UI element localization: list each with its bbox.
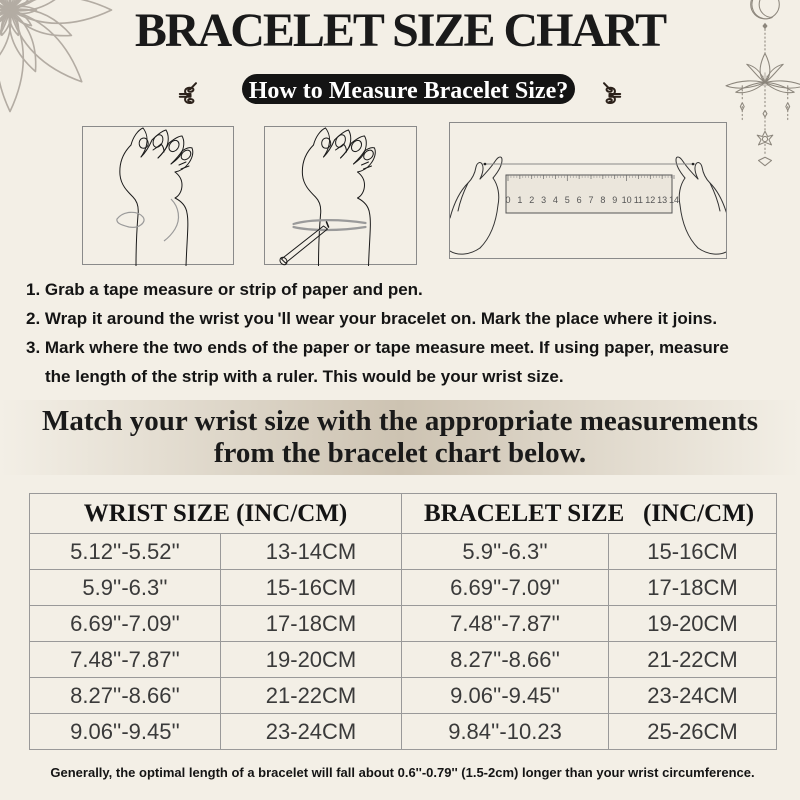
svg-text:9: 9 bbox=[612, 195, 617, 205]
svg-text:2: 2 bbox=[529, 195, 534, 205]
svg-text:0: 0 bbox=[505, 195, 510, 205]
svg-text:1: 1 bbox=[517, 195, 522, 205]
svg-text:5: 5 bbox=[565, 195, 570, 205]
svg-text:3: 3 bbox=[541, 195, 546, 205]
svg-text:11: 11 bbox=[634, 195, 643, 205]
svg-text:13: 13 bbox=[657, 195, 667, 205]
svg-text:7: 7 bbox=[588, 195, 593, 205]
svg-text:12: 12 bbox=[645, 195, 655, 205]
svg-text:14: 14 bbox=[669, 195, 679, 205]
svg-text:4: 4 bbox=[553, 195, 558, 205]
svg-text:6: 6 bbox=[577, 195, 582, 205]
svg-text:10: 10 bbox=[622, 195, 632, 205]
svg-text:8: 8 bbox=[600, 195, 605, 205]
